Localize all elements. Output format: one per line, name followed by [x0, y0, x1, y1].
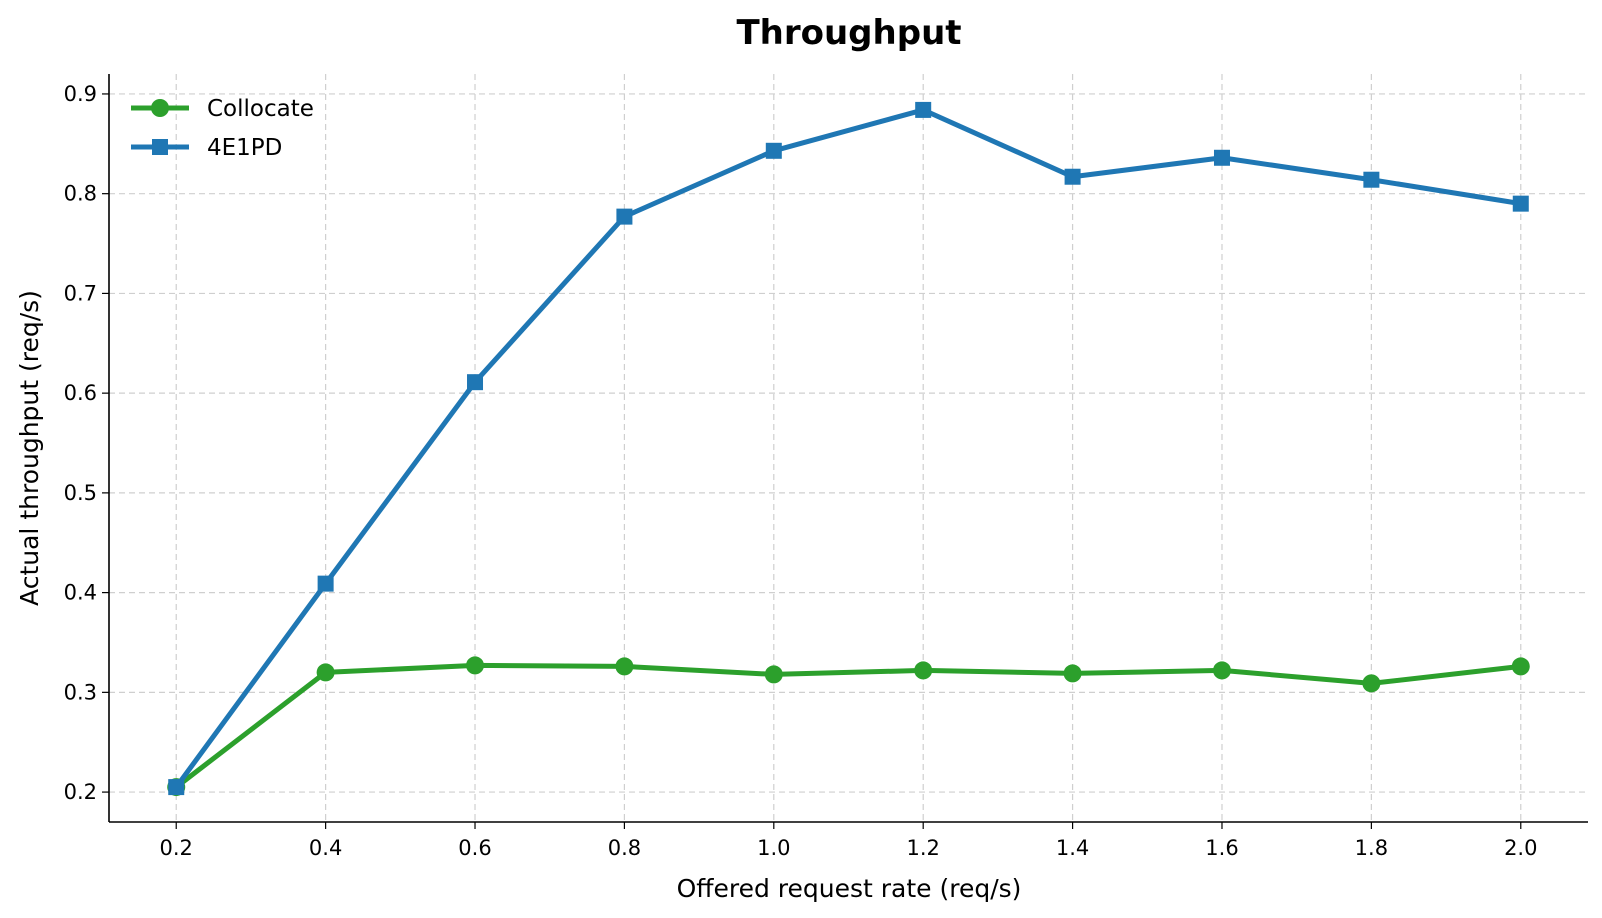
data-point [616, 208, 633, 225]
x-tick-label: 0.4 [309, 836, 342, 860]
series [167, 101, 1530, 797]
grid [109, 74, 1588, 822]
data-point [1213, 149, 1230, 166]
series-line [174, 107, 1522, 789]
legend-item: 4E1PD [131, 135, 282, 161]
legend: Collocate 4E1PD [131, 96, 314, 161]
data-point [914, 661, 933, 680]
data-point [1063, 664, 1082, 683]
data-point [1511, 657, 1530, 676]
data-point [1064, 168, 1081, 185]
y-tick-label: 0.5 [64, 481, 97, 505]
x-tick-label: 0.2 [160, 836, 193, 860]
axis-ticks: 0.2 0.4 0.6 0.8 1.0 1.2 1.4 1.6 1.8 2.0 0.2 0.3 0.4 0… [64, 82, 1538, 860]
legend-item: Collocate [131, 96, 314, 122]
y-tick-label: 0.7 [64, 281, 97, 305]
y-tick-label: 0.4 [64, 581, 97, 605]
y-axis-label: Actual throughput (req/s) [15, 290, 44, 606]
y-tick-label: 0.9 [64, 82, 97, 106]
y-tick-label: 0.3 [64, 680, 97, 704]
legend-label: Collocate [207, 96, 314, 122]
data-point [466, 656, 485, 675]
series-4e1pd [168, 101, 1529, 796]
data-point [168, 779, 185, 796]
data-point [316, 663, 335, 682]
data-point [615, 657, 634, 676]
x-tick-label: 1.8 [1355, 836, 1388, 860]
data-point [1362, 674, 1381, 693]
legend-marker [151, 99, 169, 117]
data-point [764, 665, 783, 684]
series-line [174, 662, 1522, 790]
data-point [1212, 661, 1231, 680]
legend-label: 4E1PD [207, 135, 282, 161]
x-tick-label: 0.6 [458, 836, 491, 860]
axes-spines [108, 74, 1588, 823]
x-axis-label: Offered request rate (req/s) [677, 874, 1022, 903]
data-point [317, 575, 334, 592]
x-tick-label: 0.8 [608, 836, 641, 860]
data-point [765, 142, 782, 159]
data-point [1512, 195, 1529, 212]
chart-title: Throughput [736, 13, 961, 53]
series-collocate [167, 656, 1530, 797]
x-tick-label: 1.4 [1056, 836, 1089, 860]
x-tick-label: 2.0 [1504, 836, 1537, 860]
x-tick-label: 1.0 [757, 836, 790, 860]
y-tick-label: 0.2 [64, 780, 97, 804]
legend-marker [152, 139, 168, 155]
data-point [1363, 171, 1380, 188]
data-point [467, 374, 484, 391]
y-tick-label: 0.6 [64, 381, 97, 405]
x-tick-label: 1.2 [906, 836, 939, 860]
x-tick-label: 1.6 [1205, 836, 1238, 860]
y-tick-label: 0.8 [64, 182, 97, 206]
data-point [915, 101, 932, 118]
